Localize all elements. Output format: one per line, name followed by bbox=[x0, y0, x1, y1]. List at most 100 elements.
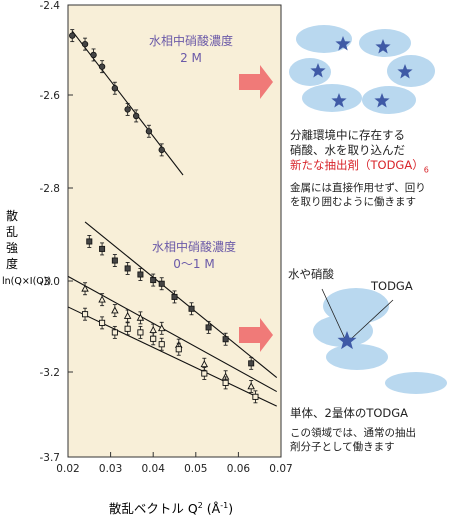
x-tick-label: 0.07 bbox=[269, 463, 292, 475]
point-marker bbox=[200, 360, 209, 368]
y-axis-label-formula: ln(Q×I(Q)) bbox=[2, 276, 51, 287]
series-2-point bbox=[111, 254, 118, 267]
point-marker bbox=[201, 370, 208, 377]
y-tick-label: -3.0 bbox=[40, 276, 61, 288]
series-4-point bbox=[99, 316, 106, 330]
series-4-point bbox=[222, 376, 229, 390]
point-marker bbox=[158, 146, 165, 154]
point-marker bbox=[247, 382, 255, 390]
x-tick-label: 0.04 bbox=[142, 463, 166, 475]
point-marker bbox=[132, 112, 140, 120]
point-marker bbox=[111, 85, 119, 92]
point-marker bbox=[150, 335, 157, 342]
series-1-point bbox=[98, 60, 106, 74]
arrow-top bbox=[239, 65, 273, 99]
y-tick-label: -2.8 bbox=[40, 183, 61, 195]
series-4-point bbox=[111, 325, 118, 339]
y-axis-label-1: 散 bbox=[6, 208, 18, 223]
arrow-bottom bbox=[239, 318, 273, 352]
ring-description: 分離環境中に存在する 硝酸、水を取り込んだ 新たな抽出剤（TODGA）6 bbox=[290, 128, 429, 177]
y-tick-label: -2.4 bbox=[40, 0, 61, 12]
point-marker bbox=[171, 293, 178, 300]
point-marker bbox=[98, 295, 106, 303]
series-1-point bbox=[124, 102, 131, 116]
series-1-point bbox=[132, 109, 140, 123]
point-marker bbox=[145, 128, 153, 135]
series-2-point bbox=[248, 356, 255, 370]
ring-note-line2: を取り囲むように働きます bbox=[290, 196, 416, 208]
ring-highlight: 新たな抽出剤（TODGA）6 bbox=[290, 158, 429, 177]
series-1-point bbox=[158, 143, 165, 157]
fit-line-3 bbox=[67, 275, 278, 393]
series-2-point bbox=[124, 261, 131, 275]
y-tick-label: -3.7 bbox=[40, 452, 61, 464]
point-marker bbox=[137, 329, 144, 336]
star-icon bbox=[310, 63, 326, 78]
series-3-point bbox=[111, 304, 119, 318]
annotation-2m-line2: 2 M bbox=[180, 51, 202, 65]
point-marker bbox=[99, 319, 106, 326]
annotation-01m-line2: 0～1 M bbox=[173, 257, 214, 271]
point-marker bbox=[188, 305, 195, 312]
star-icon bbox=[331, 93, 347, 108]
point-marker bbox=[248, 360, 255, 367]
ring-text-line1: 分離環境中に存在する bbox=[290, 128, 405, 142]
x-axis-label: 散乱ベクトル Q2 (Å-1) bbox=[109, 501, 233, 516]
y-axis-label-3: 強 bbox=[6, 241, 18, 255]
series-1-point bbox=[81, 37, 89, 51]
ring-cloud-2 bbox=[359, 29, 411, 57]
point-marker bbox=[90, 51, 97, 59]
series-2-point bbox=[222, 332, 229, 346]
point-marker bbox=[222, 379, 229, 386]
x-tick-label: 0.02 bbox=[56, 463, 79, 475]
point-marker bbox=[86, 238, 93, 245]
mono-note-line1: この領域では、通常の抽出 bbox=[290, 427, 416, 439]
ring-cloud-3 bbox=[387, 55, 435, 87]
series-4-point bbox=[175, 342, 182, 356]
point-marker bbox=[150, 277, 157, 284]
point-marker bbox=[158, 280, 165, 287]
y-tick-label: -2.6 bbox=[40, 90, 61, 102]
point-marker bbox=[136, 313, 145, 321]
series-4-point bbox=[201, 367, 208, 380]
ring-note-line1: 金属には直接作用せず、回り bbox=[290, 182, 426, 194]
point-marker bbox=[111, 329, 118, 336]
y-axis-label-2: 乱 bbox=[6, 225, 18, 239]
point-marker bbox=[252, 393, 259, 400]
ring-highlight-text: 新たな抽出剤（TODGA） bbox=[290, 158, 424, 172]
point-marker bbox=[158, 341, 165, 348]
series-3-point bbox=[136, 311, 145, 325]
series-1-point bbox=[69, 29, 76, 43]
annotation-2m-line1: 水相中硝酸濃度 bbox=[149, 33, 233, 48]
point-marker bbox=[98, 63, 106, 70]
series-1-point bbox=[111, 81, 119, 95]
series-2-point bbox=[86, 235, 93, 248]
point-marker bbox=[175, 346, 182, 353]
water-pointer-line bbox=[321, 288, 346, 340]
series-4-point bbox=[137, 325, 144, 339]
mono-cloud-3 bbox=[326, 344, 388, 370]
series-3-point bbox=[157, 321, 166, 335]
y-axis-label-4: 度 bbox=[6, 256, 18, 271]
point-marker bbox=[81, 311, 89, 318]
series-1-point bbox=[145, 124, 153, 138]
x-tick-label: 0.06 bbox=[227, 463, 251, 475]
series-4-point bbox=[124, 322, 131, 336]
series-2-point bbox=[99, 242, 106, 256]
ring-cloud-6 bbox=[289, 58, 331, 86]
y-tick-label: -3.2 bbox=[40, 367, 61, 379]
mono-cloud-1 bbox=[323, 288, 389, 324]
series-3-point bbox=[123, 309, 132, 323]
point-marker bbox=[111, 257, 118, 264]
series-2-point bbox=[137, 268, 144, 281]
series-1-point bbox=[90, 48, 97, 62]
x-tick-label: 0.03 bbox=[99, 463, 122, 475]
star-icon bbox=[375, 39, 391, 54]
annotation-01m-line1: 水相中硝酸濃度 bbox=[152, 239, 236, 254]
series-2-point bbox=[171, 290, 178, 304]
todga-pointer-line bbox=[350, 299, 394, 340]
fit-line-2 bbox=[84, 221, 278, 379]
point-marker bbox=[124, 265, 131, 272]
